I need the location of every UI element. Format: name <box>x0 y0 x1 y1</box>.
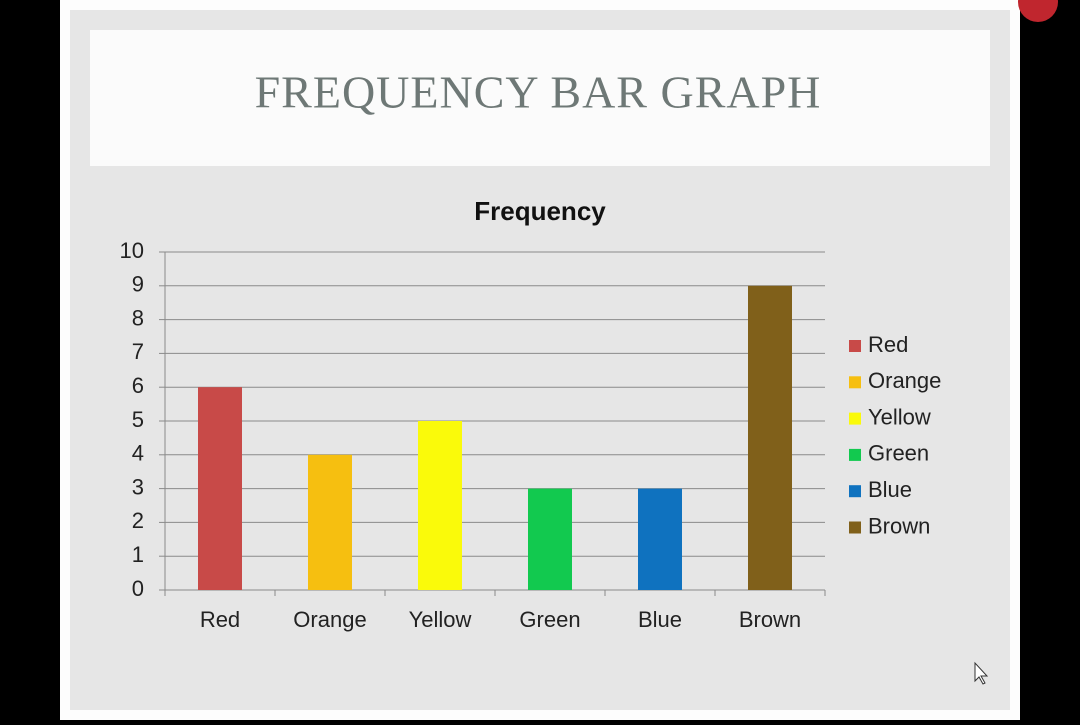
title-box <box>90 30 990 166</box>
bar <box>198 387 242 590</box>
y-tick-label: 1 <box>132 542 144 567</box>
y-tick-label: 0 <box>132 576 144 601</box>
y-tick-label: 5 <box>132 407 144 432</box>
legend-swatch <box>849 376 861 389</box>
x-tick-label: Blue <box>638 607 682 632</box>
legend-swatch <box>849 485 861 498</box>
bar <box>418 421 462 590</box>
y-tick-label: 7 <box>132 339 144 364</box>
legend-swatch <box>849 340 861 352</box>
x-tick-label: Red <box>200 607 240 632</box>
y-tick-label: 3 <box>132 474 144 499</box>
y-tick-label: 10 <box>120 238 144 263</box>
bar <box>638 488 682 590</box>
cursor <box>974 661 989 685</box>
record-icon <box>1018 0 1058 22</box>
x-tick-label: Green <box>519 607 580 632</box>
y-tick-label: 2 <box>132 508 144 533</box>
legend-label: Orange <box>868 368 941 393</box>
legend-label: Yellow <box>868 404 931 429</box>
y-tick-label: 6 <box>132 373 144 398</box>
legend-swatch <box>849 448 861 461</box>
legend-label: Green <box>868 441 929 466</box>
y-tick-label: 9 <box>132 272 144 297</box>
chart-title: Frequency <box>474 196 606 226</box>
slide-title: FREQUENCY BAR GRAPH <box>255 67 822 118</box>
legend-label: Red <box>868 332 908 357</box>
bar <box>748 285 792 590</box>
legend-label: Blue <box>868 477 912 502</box>
y-tick-label: 8 <box>132 305 144 330</box>
x-tick-label: Orange <box>293 607 366 632</box>
x-tick-label: Yellow <box>409 607 472 632</box>
legend-swatch <box>849 412 861 425</box>
legend-label: Brown <box>868 513 930 538</box>
legend-swatch <box>849 521 861 534</box>
bar <box>528 488 572 590</box>
x-tick-label: Brown <box>739 607 801 632</box>
y-tick-label: 4 <box>132 441 144 466</box>
bar <box>308 454 352 590</box>
